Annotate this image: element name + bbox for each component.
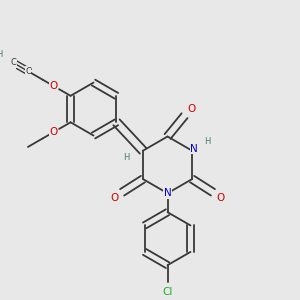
Text: Cl: Cl	[162, 287, 173, 297]
Text: H: H	[204, 137, 210, 146]
Text: C: C	[10, 58, 16, 67]
Text: O: O	[216, 193, 225, 203]
Text: O: O	[49, 127, 58, 137]
Text: N: N	[164, 188, 171, 198]
Text: O: O	[49, 81, 58, 91]
Text: O: O	[187, 104, 195, 114]
Text: C: C	[25, 67, 31, 76]
Text: H: H	[123, 153, 129, 162]
Text: N: N	[190, 144, 198, 154]
Text: O: O	[110, 193, 119, 203]
Text: H: H	[0, 50, 2, 59]
